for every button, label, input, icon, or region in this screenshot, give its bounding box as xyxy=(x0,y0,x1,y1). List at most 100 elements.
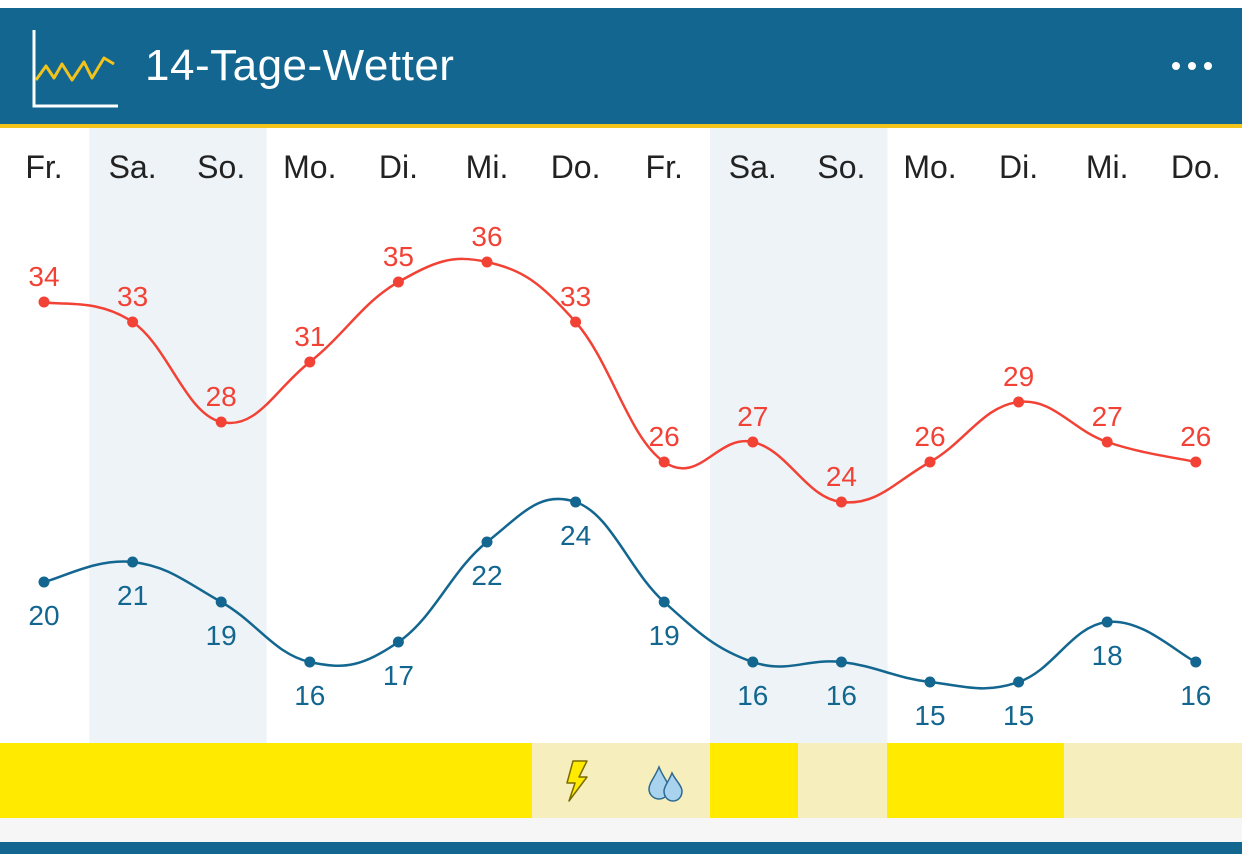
weather-day-cell xyxy=(177,743,267,818)
page-title: 14-Tage-Wetter xyxy=(145,41,455,90)
min-temp-point xyxy=(570,496,582,508)
day-label: Mo. xyxy=(283,149,336,185)
max-temp-label: 26 xyxy=(649,421,680,452)
weather-day-cell xyxy=(798,743,888,818)
min-temp-label: 15 xyxy=(914,700,945,731)
min-temp-point xyxy=(747,656,759,668)
weather-day-cell xyxy=(443,743,533,818)
weather-day-cell xyxy=(354,743,444,818)
weather-day-cell xyxy=(620,743,710,818)
min-temp-label: 15 xyxy=(1003,700,1034,731)
rain-drops-icon xyxy=(648,764,684,802)
max-temp-label: 34 xyxy=(28,261,59,292)
max-temp-label: 26 xyxy=(914,421,945,452)
max-temp-label: 35 xyxy=(383,241,414,272)
min-temp-point xyxy=(1190,656,1202,668)
min-temp-point xyxy=(304,656,316,668)
min-temp-point xyxy=(924,676,936,688)
day-label: Do. xyxy=(551,149,601,185)
status-area xyxy=(0,0,1242,8)
max-temp-line xyxy=(43,257,1197,504)
max-temp-point xyxy=(1101,436,1113,448)
max-temp-point xyxy=(481,256,493,268)
min-temp-point xyxy=(38,576,50,588)
max-temp-point xyxy=(392,276,404,288)
min-temp-point xyxy=(658,596,670,608)
weather-day-cell xyxy=(887,743,976,818)
day-label: Sa. xyxy=(729,149,777,185)
weather-condition-strip xyxy=(0,743,1242,818)
weekend-column xyxy=(798,128,888,743)
day-label: Mi. xyxy=(466,149,509,185)
max-temp-label: 27 xyxy=(1092,401,1123,432)
max-temp-label: 27 xyxy=(737,401,768,432)
weather-day-cell xyxy=(1064,743,1154,818)
day-label: Di. xyxy=(379,149,418,185)
day-label: Di. xyxy=(999,149,1038,185)
min-temp-point xyxy=(127,556,139,568)
weather-day-cell xyxy=(266,743,356,818)
max-temp-point xyxy=(835,496,847,508)
min-temp-line xyxy=(43,497,1197,690)
min-temp-label: 18 xyxy=(1092,640,1123,671)
min-temp-point xyxy=(835,656,847,668)
max-temp-point xyxy=(658,456,670,468)
max-temp-label: 33 xyxy=(117,281,148,312)
app-header: 14-Tage-Wetter xyxy=(0,8,1242,124)
min-temp-label: 19 xyxy=(206,620,237,651)
max-temp-point xyxy=(570,316,582,328)
max-temp-label: 26 xyxy=(1180,421,1211,452)
max-temp-point xyxy=(1190,456,1202,468)
min-temp-label: 20 xyxy=(28,600,59,631)
weather-day-cell xyxy=(88,743,178,818)
min-temp-label: 19 xyxy=(649,620,680,651)
min-temp-point xyxy=(1013,676,1025,688)
day-label: So. xyxy=(197,149,245,185)
min-temp-label: 16 xyxy=(737,680,768,711)
bottom-nav-edge xyxy=(0,842,1242,854)
weather-day-cell xyxy=(532,743,622,818)
max-temp-label: 36 xyxy=(471,221,502,252)
more-horizontal-icon xyxy=(1172,62,1180,70)
min-temp-label: 16 xyxy=(826,680,857,711)
day-label: Mi. xyxy=(1086,149,1129,185)
max-temp-point xyxy=(127,316,139,328)
max-temp-point xyxy=(38,296,50,308)
weekend-column xyxy=(89,128,178,743)
bottom-spacer xyxy=(0,818,1242,842)
min-temp-label: 16 xyxy=(294,680,325,711)
max-temp-label: 28 xyxy=(206,381,237,412)
max-temp-label: 33 xyxy=(560,281,591,312)
more-options-button[interactable] xyxy=(1164,46,1220,86)
max-temp-point xyxy=(304,356,316,368)
weekend-column xyxy=(177,128,267,743)
min-temp-point xyxy=(481,536,493,548)
temperature-chart-svg: Fr. Sa. So. Mo. Di. Mi. Do. Fr. Sa. So. Mo. Di. Mi. D… xyxy=(25,128,1221,743)
weather-day-cell xyxy=(1153,743,1242,818)
min-temp-point xyxy=(392,636,404,648)
min-temp-label: 24 xyxy=(560,520,591,551)
max-temp-point xyxy=(1013,396,1025,408)
thunderstorm-icon xyxy=(565,759,588,802)
day-label: Fr. xyxy=(25,149,62,185)
max-temp-point xyxy=(747,436,759,448)
weekend-column xyxy=(710,128,799,743)
weather-day-cell xyxy=(0,743,89,818)
header-accent-line xyxy=(0,124,1242,128)
day-label: Fr. xyxy=(646,149,683,185)
min-temp-point xyxy=(1101,616,1113,628)
weather-day-cell xyxy=(975,743,1065,818)
day-label: Mo. xyxy=(903,149,956,185)
max-temp-label: 31 xyxy=(294,321,325,352)
max-temp-label: 29 xyxy=(1003,361,1034,392)
day-label: So. xyxy=(817,149,865,185)
day-label: Sa. xyxy=(109,149,157,185)
weather-day-cell xyxy=(709,743,799,818)
max-temp-label: 24 xyxy=(826,461,857,492)
line-chart-icon xyxy=(32,30,118,108)
day-label: Do. xyxy=(1171,149,1221,185)
min-temp-label: 22 xyxy=(471,560,502,591)
temperature-chart: Fr. Sa. So. Mo. Di. Mi. Do. Fr. Sa. So. Mo. Di. Mi. D… xyxy=(0,128,1242,743)
max-temp-point xyxy=(924,456,936,468)
max-temp-point xyxy=(215,416,227,428)
